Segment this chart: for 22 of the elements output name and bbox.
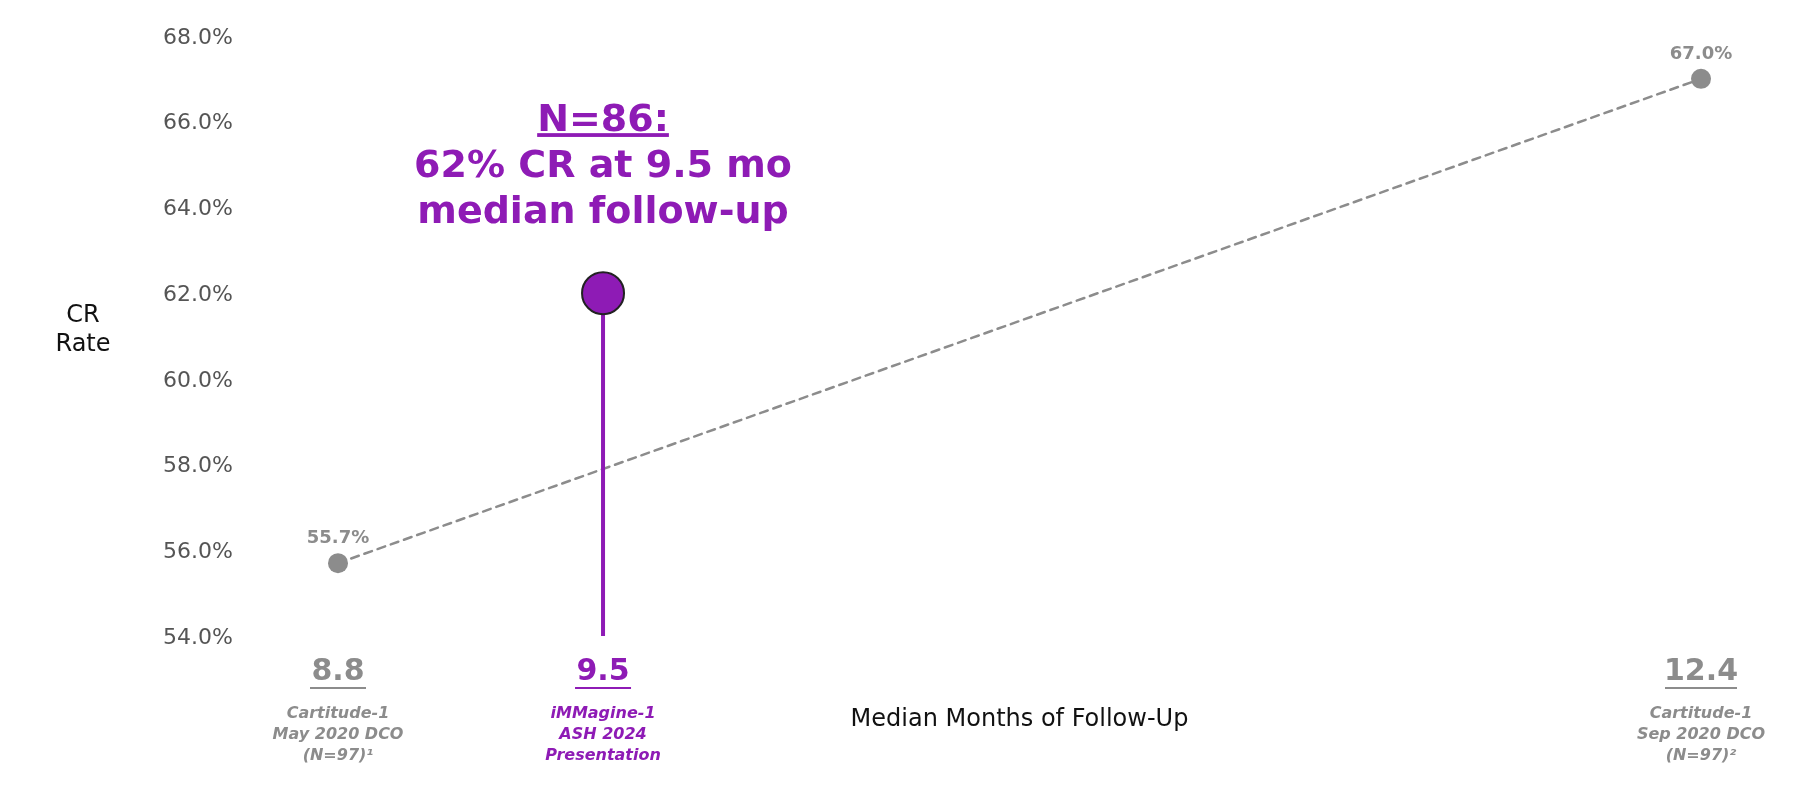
text: Cartitude-1 Sep 2020 DCO (N=97)² — [1636, 703, 1766, 764]
point — [581, 271, 626, 316]
x-axis-title: Median Months of Follow-Up — [850, 704, 1189, 732]
data-label: 55.7% — [306, 526, 370, 548]
y-tick-label: 68.0% — [163, 23, 233, 49]
y-tick-label: 60.0% — [163, 366, 233, 392]
x-tick-label: 12.4 — [1663, 652, 1739, 687]
y-axis-title: CR Rate — [55, 300, 111, 357]
text: iMMagine-1 ASH 2024 Presentation — [545, 703, 661, 764]
y-tick-label: 66.0% — [163, 109, 233, 135]
y-tick-label: 62.0% — [163, 280, 233, 306]
data-label: 67.0% — [1669, 41, 1733, 63]
point — [328, 553, 348, 574]
y-tick-label: 54.0% — [163, 623, 233, 649]
point — [1691, 68, 1711, 89]
x-tick-label: 8.8 — [311, 652, 365, 687]
y-tick-label: 56.0% — [163, 537, 233, 563]
y-tick-label: 58.0% — [163, 452, 233, 478]
annotation: N=86: 62% CR at 9.5 mo median follow-up — [414, 96, 792, 233]
x-tick-label: 9.5 — [576, 652, 630, 687]
y-tick-label: 64.0% — [163, 195, 233, 221]
text: Cartitude-1 May 2020 DCO (N=97)¹ — [272, 703, 404, 764]
